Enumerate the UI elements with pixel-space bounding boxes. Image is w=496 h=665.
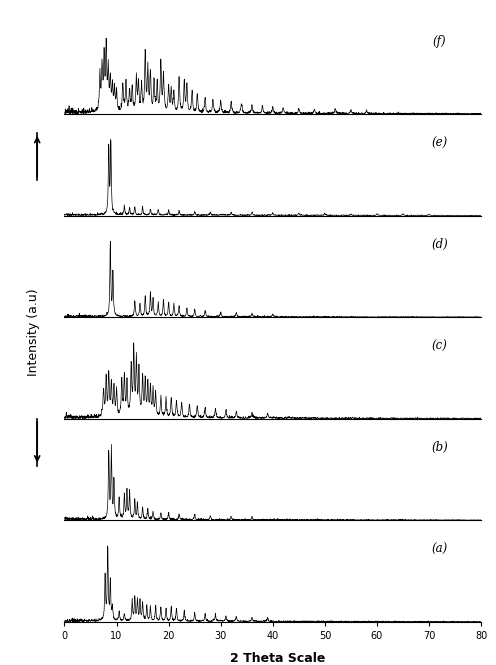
Text: (c): (c) <box>432 340 447 352</box>
Text: (b): (b) <box>431 441 448 454</box>
Text: (d): (d) <box>431 238 448 251</box>
Text: 2 Theta Scale: 2 Theta Scale <box>230 652 325 665</box>
Text: Intensity (a.u): Intensity (a.u) <box>27 289 40 376</box>
Text: (f): (f) <box>433 35 446 48</box>
Text: (e): (e) <box>432 136 447 150</box>
Text: (a): (a) <box>432 543 447 556</box>
